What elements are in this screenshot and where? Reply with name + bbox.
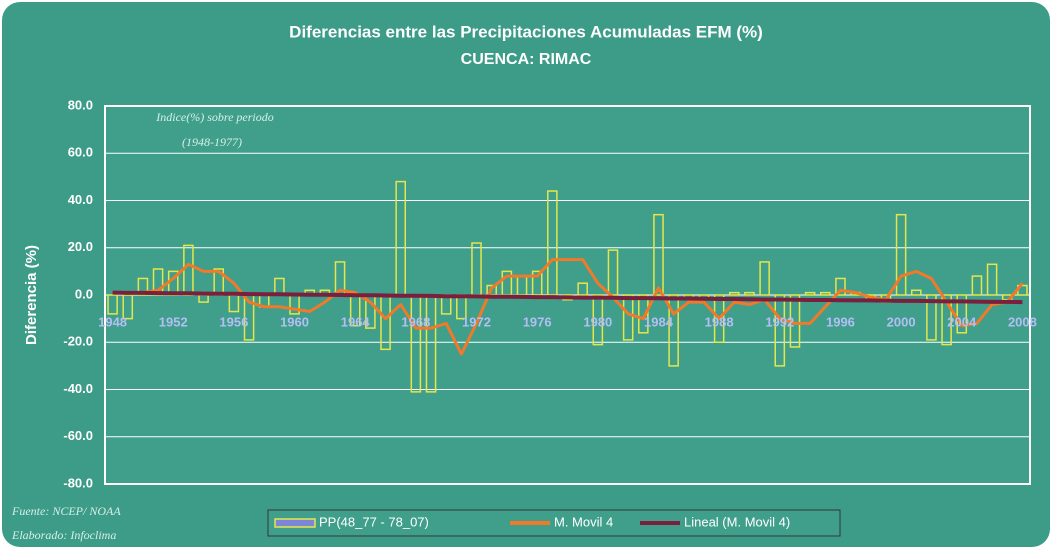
bar: [774, 294, 786, 367]
bar: [531, 270, 543, 296]
legend-label: PP(48_77 - 78_07): [319, 514, 429, 529]
bar: [137, 277, 149, 296]
bar: [941, 294, 952, 346]
x-tick-label: 1988: [705, 314, 734, 329]
x-tick-label: 2008: [1008, 314, 1037, 329]
bar: [895, 213, 907, 296]
x-tick-label: 1960: [280, 314, 309, 329]
bar: [547, 190, 558, 296]
bar: [122, 294, 134, 320]
annotation: (1948-1977): [182, 135, 242, 149]
x-tick-label: 2004: [947, 314, 977, 329]
bar: [638, 294, 649, 334]
y-tick-label: 80.0: [68, 97, 93, 112]
x-tick-label: 1992: [765, 314, 794, 329]
bar: [804, 291, 816, 296]
y-tick-label: -60.0: [63, 428, 93, 443]
y-tick-label: -20.0: [63, 334, 93, 349]
bar: [622, 294, 634, 341]
bar: [607, 249, 619, 296]
x-tick-label: 1948: [98, 314, 127, 329]
x-tick-label: 1968: [401, 314, 430, 329]
bar: [986, 263, 998, 296]
bar: [107, 294, 118, 315]
x-tick-label: 1952: [159, 314, 188, 329]
x-tick-label: 1956: [219, 314, 248, 329]
bar: [729, 291, 740, 296]
annotation: Indice(%) sobre periodo: [155, 110, 274, 124]
bar: [759, 261, 770, 296]
legend-label: Lineal (M. Movil 4): [684, 514, 790, 529]
bar: [713, 294, 725, 343]
bar: [956, 294, 968, 334]
x-tick-label: 1964: [341, 314, 371, 329]
y-tick-label: 60.0: [68, 145, 93, 160]
legend-label: M. Movil 4: [554, 514, 613, 529]
y-tick-label: 40.0: [68, 192, 93, 207]
bar: [971, 275, 983, 296]
y-tick-label: -40.0: [63, 381, 93, 396]
x-tick-label: 1984: [644, 314, 674, 329]
y-tick-label: -80.0: [63, 475, 93, 490]
x-tick-label: 1996: [826, 314, 855, 329]
bar: [668, 294, 679, 367]
bar: [592, 294, 604, 346]
x-tick-label: 1972: [462, 314, 491, 329]
y-tick-label: 20.0: [68, 239, 93, 254]
line: [112, 290, 1023, 305]
x-tick-label: 1976: [523, 314, 552, 329]
annotation: Elaborado: Infoclima: [11, 528, 116, 542]
bar: [744, 291, 755, 296]
chart-subtitle: CUENCA: RIMAC: [461, 51, 592, 68]
annotation: Fuente: NCEP/ NOAA: [11, 504, 121, 518]
chart-title: Diferencias entre las Precipitaciones Ac…: [289, 22, 763, 41]
bar: [653, 213, 664, 296]
y-tick-label: 0.0: [75, 286, 93, 301]
bar: [819, 291, 831, 296]
x-tick-label: 1980: [583, 314, 612, 329]
legend-swatch: [274, 518, 316, 528]
bar: [926, 294, 937, 341]
legend: [267, 509, 841, 537]
bar: [577, 282, 588, 296]
bar: [835, 277, 846, 296]
x-tick-label: 2000: [887, 314, 916, 329]
y-axis-label: Diferencia (%): [23, 245, 40, 345]
line: [112, 258, 1024, 356]
bar: [910, 289, 922, 296]
